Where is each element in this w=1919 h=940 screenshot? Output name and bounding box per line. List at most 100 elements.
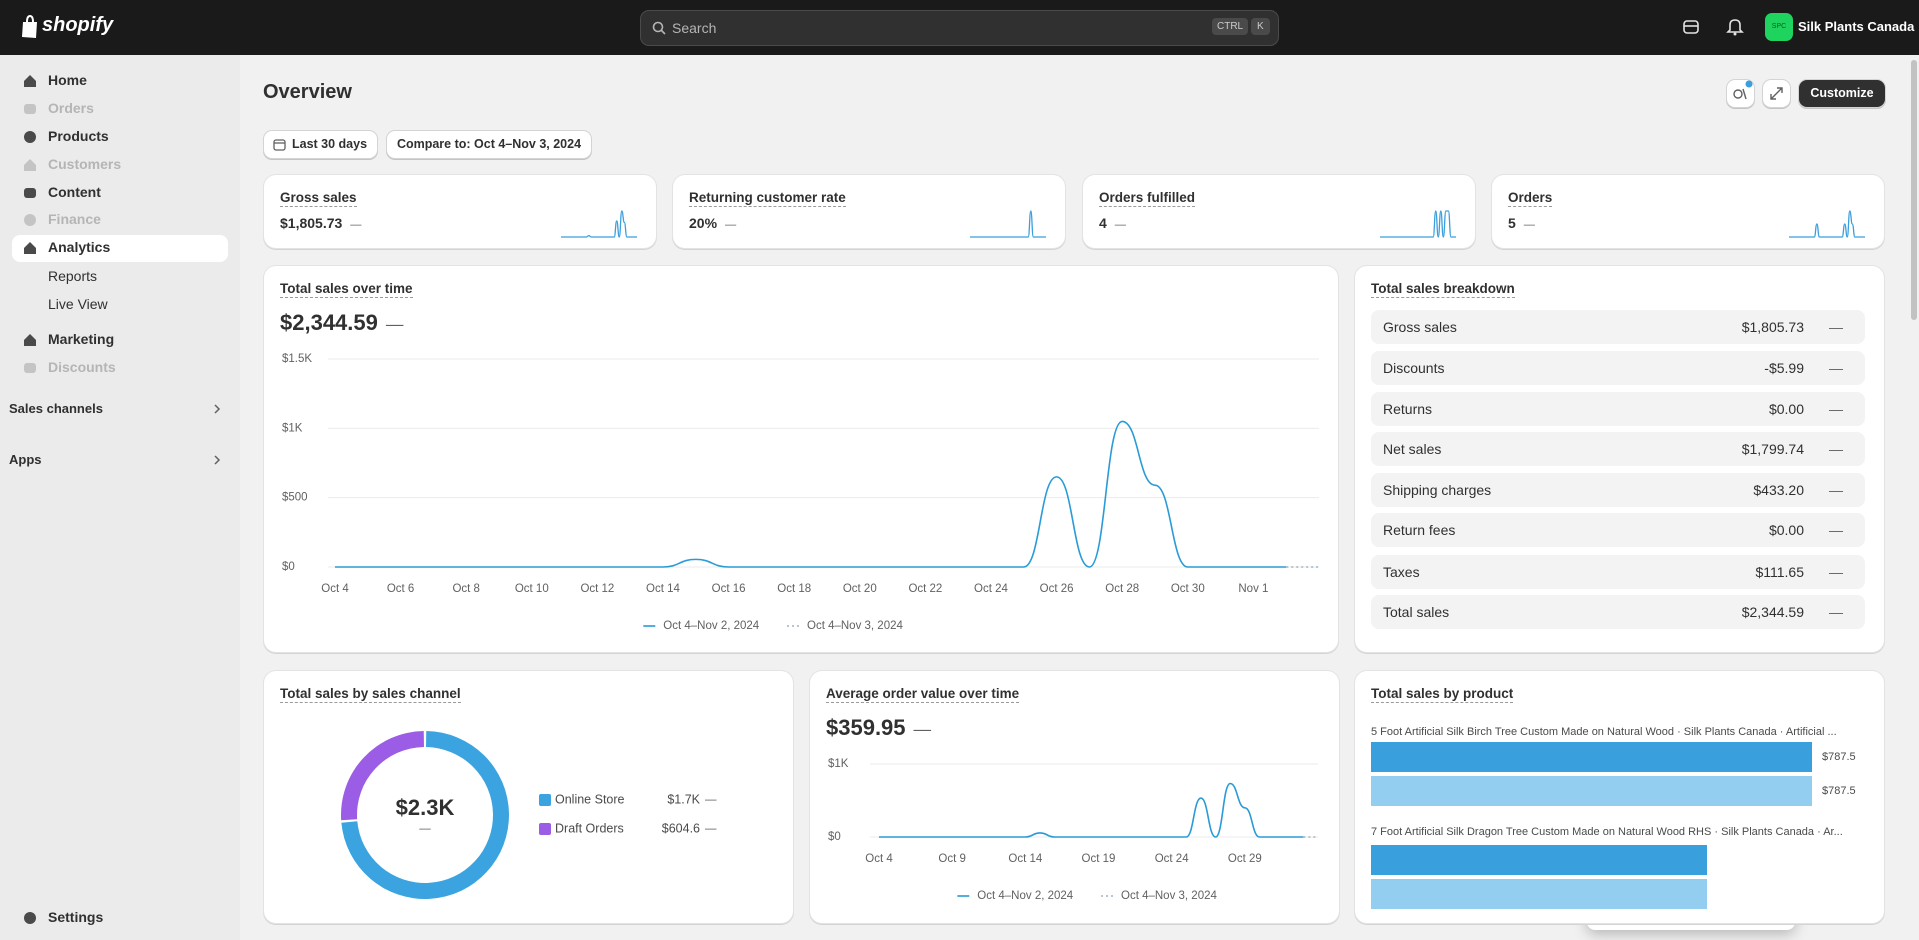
nav-item[interactable]: Analytics [48, 239, 111, 255]
bar-chart: 5 Foot Artificial Silk Birch Tree Custom… [1371, 726, 1856, 909]
kpi-card[interactable]: Orders fulfilled 4— [1083, 175, 1475, 248]
nav-item[interactable]: Home [48, 72, 87, 88]
nav-item[interactable]: Content [48, 184, 101, 200]
customize-button[interactable]: Customize [1799, 80, 1885, 107]
nav-item[interactable]: Settings [48, 909, 104, 925]
kpi-card[interactable]: Gross sales $1,805.73 — [264, 175, 656, 248]
y-tick-label: $1K [282, 422, 303, 434]
bar [1371, 845, 1707, 875]
kpi-label: Gross sales [280, 190, 357, 207]
legend-label[interactable]: Draft Orders [555, 821, 624, 835]
search-box[interactable]: Search CTRL K [640, 10, 1279, 46]
value-row: $2,344.59 — [280, 310, 403, 336]
store-name[interactable]: Silk Plants Canada [1798, 19, 1915, 34]
card-title: Total sales by sales channel [280, 686, 461, 703]
card-title: Total sales breakdown [1371, 281, 1515, 298]
nav-icon [24, 104, 36, 114]
icon-shape [24, 363, 36, 373]
x-tick-label: Oct 24 [974, 583, 1008, 595]
change: — [1829, 604, 1843, 620]
icon-shape [24, 214, 36, 226]
value-row: 20% — [689, 215, 736, 231]
icon-shape [24, 242, 36, 254]
nav-icon [24, 214, 36, 226]
top-bar: shopify Search CTRL K SPC Silk Plants Ca… [0, 0, 1919, 55]
change: — [1829, 522, 1843, 538]
change: — [419, 823, 431, 835]
x-tick-label: Oct 18 [777, 583, 811, 595]
legend-swatch [539, 823, 551, 835]
sparkline-line [1788, 210, 1865, 238]
x-tick-label: Oct 4 [865, 853, 893, 865]
change: — [725, 219, 737, 231]
nav-item[interactable]: Discounts [48, 359, 116, 375]
x-tick-label: Oct 28 [1105, 583, 1139, 595]
kpi-card[interactable]: Orders 5— [1492, 175, 1884, 248]
donut-chart: $2.3K — Online Store $1.7K — Draft Orders $604… [341, 731, 717, 899]
sales-by-product-card: Total sales by product 5 Foot Artificial … [1355, 671, 1884, 923]
kpi-label: Orders fulfilled [1099, 190, 1196, 207]
change: — [705, 794, 717, 806]
breakdown-row: Gross sales $1,805.73 — [1371, 310, 1865, 344]
change: — [1829, 482, 1843, 498]
sidekick-icon[interactable] [1682, 18, 1700, 36]
value-row: 4— [1099, 215, 1126, 231]
y-tick-label: $1.5K [282, 353, 312, 365]
store-badge[interactable]: SPC [1765, 13, 1793, 41]
icon-shape [24, 104, 36, 114]
y-tick-label: $0 [282, 561, 295, 573]
sparkline-line [969, 210, 1046, 238]
logo-icon[interactable] [20, 15, 40, 39]
nav-item[interactable]: Live View [48, 296, 108, 312]
nav-section[interactable]: Apps [9, 452, 42, 467]
bar-value-label: $787.5 [1822, 751, 1856, 763]
compare-button[interactable]: Compare to: Oct 4–Nov 3, 2024 [387, 131, 591, 158]
sparkle-icon [1733, 80, 1753, 100]
date-range-button[interactable]: Last 30 days [264, 131, 377, 158]
legend-label[interactable]: Oct 4–Nov 3, 2024 [807, 620, 903, 632]
search-icon [652, 21, 666, 35]
row-value: $111.65 [1755, 564, 1804, 580]
metric-value: $1,805.73 [280, 215, 343, 231]
breakdown-row: Shipping charges $433.20 — [1371, 473, 1865, 507]
nav-section[interactable]: Sales channels [9, 401, 103, 416]
nav-item[interactable]: Customers [48, 156, 122, 172]
legend-label[interactable]: Oct 4–Nov 2, 2024 [663, 620, 759, 632]
legend-label[interactable]: Oct 4–Nov 2, 2024 [977, 890, 1073, 902]
logo-text[interactable]: shopify [42, 14, 114, 36]
product-label: 7 Foot Artificial Silk Dragon Tree Custo… [1371, 826, 1843, 838]
icon-button[interactable] [1763, 80, 1790, 107]
chevron-shape [214, 455, 221, 465]
row-value: -$5.99 [1764, 360, 1804, 376]
icon-button[interactable] [1727, 80, 1754, 107]
x-tick-label: Oct 20 [843, 583, 877, 595]
nav-item[interactable]: Orders [48, 100, 94, 116]
chevron-shape [214, 404, 221, 414]
scrollbar[interactable] [1911, 60, 1917, 320]
x-tick-label: Oct 16 [712, 583, 746, 595]
kpi-card[interactable]: Returning customer rate 20% — [673, 175, 1065, 248]
legend-label[interactable]: Oct 4–Nov 3, 2024 [1121, 890, 1217, 902]
donut-center: $2.3K [396, 795, 455, 820]
notification-icon[interactable] [1726, 17, 1744, 36]
x-tick-label: Oct 8 [452, 583, 479, 595]
nav-item[interactable]: Reports [48, 268, 98, 284]
sparkline [1379, 210, 1456, 238]
x-tick-label: Oct 6 [387, 583, 414, 595]
x-tick-label: Oct 24 [1155, 853, 1189, 865]
change: — [1829, 319, 1843, 335]
x-tick-label: Oct 14 [646, 583, 680, 595]
sparkline-line [560, 210, 637, 238]
nav-item[interactable]: Products [48, 128, 109, 144]
card-title: Total sales by product [1371, 686, 1514, 703]
nav-item[interactable]: Marketing [48, 331, 115, 347]
nav-item[interactable]: Finance [48, 211, 101, 227]
bar [1371, 742, 1812, 772]
y-tick-label: $500 [282, 492, 308, 504]
row-label: Discounts [1383, 360, 1445, 376]
breakdown-row: Returns $0.00 — [1371, 392, 1865, 426]
x-tick-label: Oct 10 [515, 583, 549, 595]
sparkline [1788, 210, 1865, 238]
legend-label[interactable]: Online Store [555, 792, 625, 806]
